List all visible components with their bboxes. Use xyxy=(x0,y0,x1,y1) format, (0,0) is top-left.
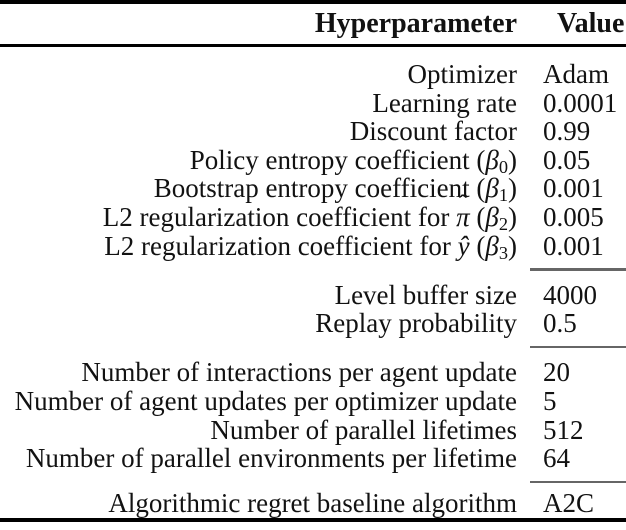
label-close-paren: ) xyxy=(508,144,517,175)
table-row-learning-rate: Learning rate 0.0001 xyxy=(0,87,626,118)
value-column-rule-2 xyxy=(530,345,626,349)
table-row-discount-factor: Discount factor 0.99 xyxy=(0,117,626,146)
beta-subscript: 0 xyxy=(498,156,508,177)
table-row-agent-updates-per-optimizer-update: Number of agent updates per optimizer up… xyxy=(0,387,626,416)
header-spacer xyxy=(0,47,626,60)
header-hyperparameter: Hyperparameter xyxy=(314,8,517,39)
row-value: 0.05 xyxy=(543,144,591,175)
table-row-level-buffer-size: Level buffer size 4000 xyxy=(0,281,626,310)
label-text: L2 regularization coefficient for xyxy=(102,201,457,232)
table-row-parallel-environments-per-lifetime: Number of parallel environments per life… xyxy=(0,444,626,473)
beta-subscript: 2 xyxy=(498,214,508,234)
beta-symbol: β xyxy=(485,230,499,261)
beta-symbol: β xyxy=(485,201,499,232)
row-value: 0.0001 xyxy=(543,87,618,118)
row-label: Number of parallel lifetimes xyxy=(210,414,517,445)
row-value: 512 xyxy=(543,414,584,445)
label-close-paren: ) xyxy=(508,173,517,204)
label-text: Bootstrap entropy coefficient ( xyxy=(153,173,486,204)
row-label: Number of parallel environments per life… xyxy=(25,443,517,474)
table-top-rule xyxy=(0,0,626,4)
row-value: 0.5 xyxy=(543,308,577,339)
row-label: Number of interactions per agent update xyxy=(81,357,517,388)
value-column-rule-3 xyxy=(530,480,626,484)
row-label: Optimizer xyxy=(407,59,517,89)
row-value: 5 xyxy=(543,385,557,416)
table-row-parallel-lifetimes: Number of parallel lifetimes 512 xyxy=(0,414,626,445)
row-value: Adam xyxy=(543,59,609,89)
header-value: Value xyxy=(557,8,625,39)
beta-subscript: 3 xyxy=(498,242,508,263)
row-value: 0.005 xyxy=(543,201,604,232)
beta-symbol: β xyxy=(485,173,499,204)
row-value: 0.001 xyxy=(543,173,604,204)
row-label: Policy entropy coefficient (β0) xyxy=(0,144,517,177)
row-label: Replay probability xyxy=(315,308,517,339)
table-row-regret-baseline-algorithm: Algorithmic regret baseline algorithm A2… xyxy=(0,489,626,518)
label-text: L2 regularization coefficient for xyxy=(104,230,458,261)
beta-symbol: β xyxy=(485,144,499,175)
row-value: 0.99 xyxy=(543,116,591,147)
table-row-policy-entropy-coefficient: Policy entropy coefficient (β0) 0.05 xyxy=(0,144,626,177)
row-label: Bootstrap entropy coefficient (β1) xyxy=(0,173,517,206)
label-close-paren: ) xyxy=(508,230,517,261)
row-value: A2C xyxy=(543,488,595,519)
beta-subscript: 1 xyxy=(498,185,508,206)
label-open-paren: ( xyxy=(469,201,486,232)
row-label: L2 regularization coefficient for ŷ (β3) xyxy=(0,230,517,263)
row-value: 0.001 xyxy=(543,230,604,261)
label-close-paren: ) xyxy=(508,201,517,232)
row-label: Number of agent updates per optimizer up… xyxy=(14,385,517,416)
row-label: Level buffer size xyxy=(334,279,517,310)
row-label: Discount factor xyxy=(349,116,517,147)
pi-symbol: π xyxy=(456,201,470,232)
row-value: 64 xyxy=(543,443,570,474)
row-value: 4000 xyxy=(543,279,597,310)
label-text: Policy entropy coefficient ( xyxy=(189,144,486,175)
table-row-l2-regularization-y: L2 regularization coefficient for ŷ (β3)… xyxy=(0,230,626,263)
row-label: Learning rate xyxy=(372,87,517,118)
table-header-row: Hyperparameter Value xyxy=(0,4,626,44)
hat-accent: ˆ xyxy=(459,190,467,216)
table-row-interactions-per-agent-update: Number of interactions per agent update … xyxy=(0,358,626,387)
value-column-rule-1 xyxy=(530,268,626,271)
table-row-bootstrap-entropy-coefficient: Bootstrap entropy coefficient (β1) 0.001 xyxy=(0,173,626,206)
row-value: 20 xyxy=(543,357,570,388)
table-bottom-rule xyxy=(0,517,626,523)
y-hat-symbol: ŷ xyxy=(457,230,470,261)
table-row-optimizer: Optimizer Adam xyxy=(0,60,626,89)
row-label: Algorithmic regret baseline algorithm xyxy=(108,488,517,519)
table-header-rule xyxy=(0,44,626,47)
label-open-paren: ( xyxy=(469,230,486,261)
table-row-replay-probability: Replay probability 0.5 xyxy=(0,309,626,338)
